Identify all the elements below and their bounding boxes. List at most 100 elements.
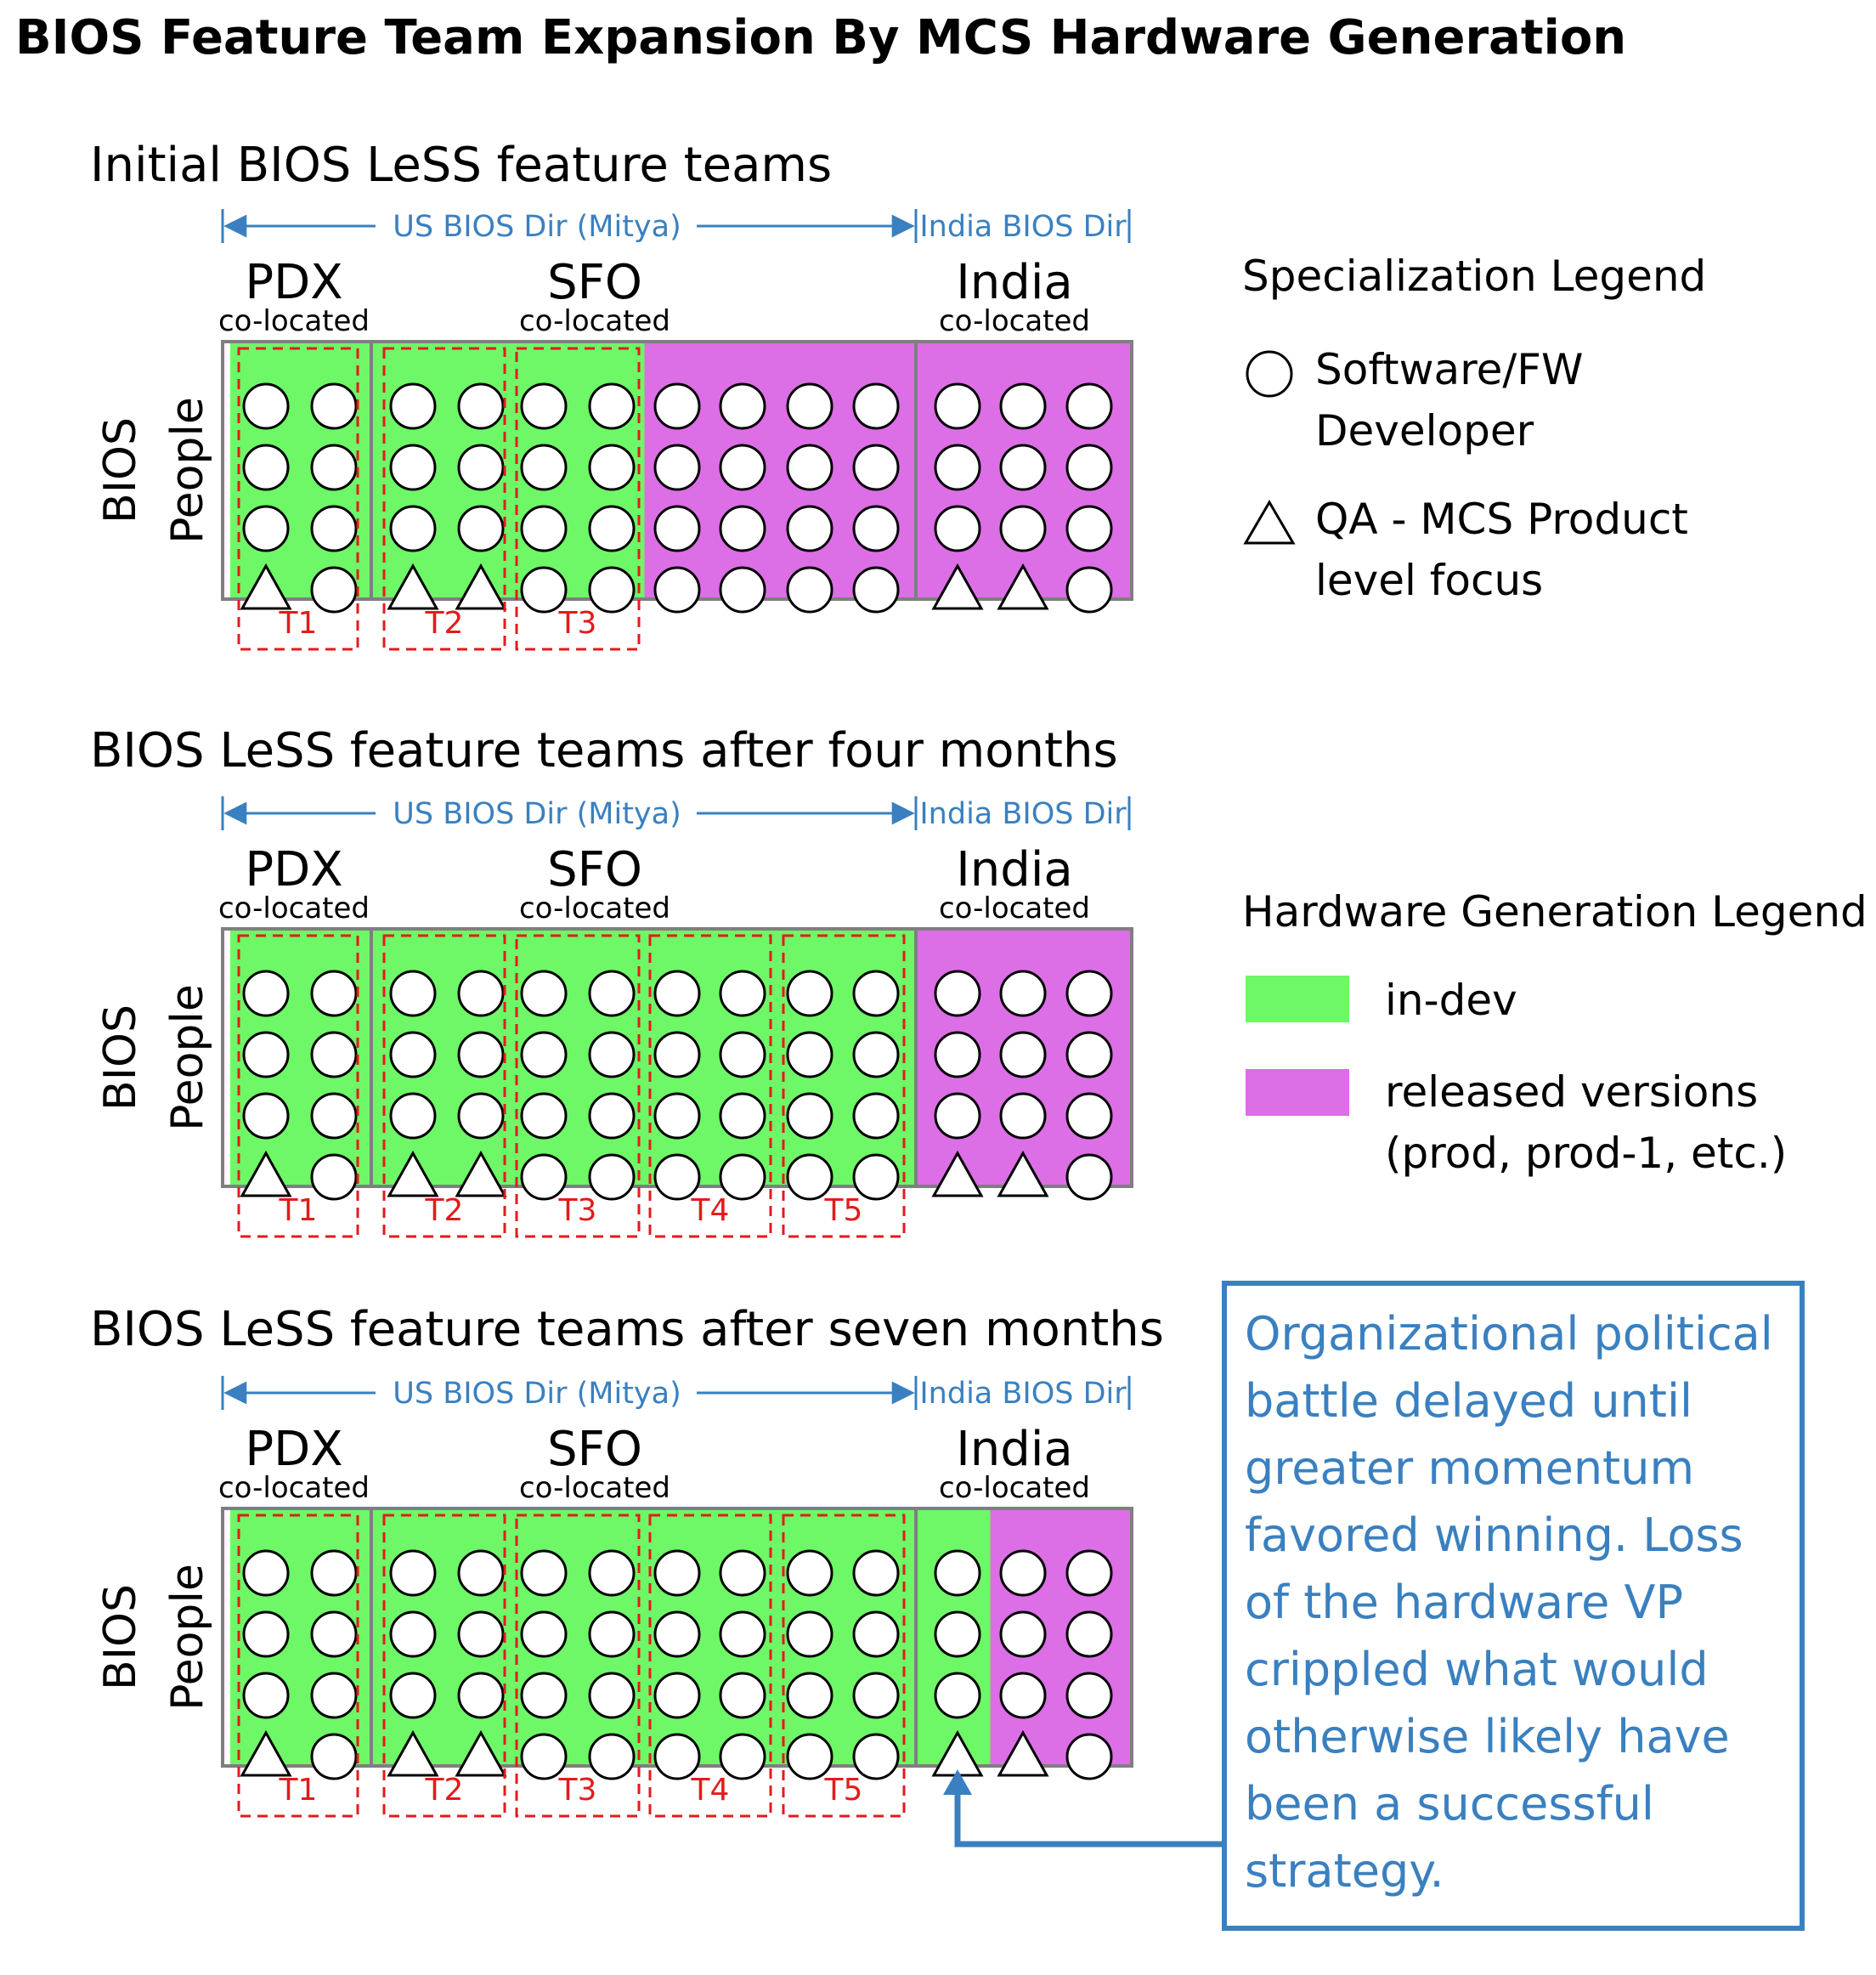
developer-icon [310, 444, 358, 491]
site-co-located: co-located [218, 1471, 370, 1505]
team-label: T4 [691, 1773, 730, 1808]
qa-icon [387, 563, 439, 610]
team-label: T2 [425, 606, 464, 641]
developer-icon [653, 382, 701, 430]
developer-icon [1065, 1610, 1113, 1658]
team-label: T2 [425, 1193, 464, 1228]
developer-icon [520, 1733, 568, 1780]
developer-icon [852, 566, 900, 614]
note-line: otherwise likely have [1245, 1710, 1730, 1763]
developer-icon [786, 1092, 833, 1140]
team-box [382, 934, 506, 1238]
developer-icon [786, 505, 833, 552]
panel-2: BIOS LeSS feature teams after four month… [90, 723, 1133, 1238]
developer-icon [520, 382, 568, 430]
note-line: battle delayed until [1245, 1374, 1692, 1428]
developer-icon [653, 566, 701, 614]
developer-icon [719, 1733, 766, 1780]
developer-icon [852, 1672, 900, 1719]
qa-icon [455, 1150, 507, 1197]
developer-icon [588, 1092, 636, 1140]
developer-legend-label-1: Software/FW [1315, 345, 1583, 394]
developer-icon [1065, 1092, 1113, 1140]
developer-icon [457, 505, 505, 552]
developer-icon [852, 1549, 900, 1597]
developer-icon [934, 970, 981, 1017]
developer-icon [1065, 1153, 1113, 1201]
team-box [648, 1514, 772, 1818]
india-director-label: India BIOS Dir [919, 1377, 1127, 1411]
developer-icon [520, 444, 568, 491]
team-box [648, 934, 772, 1238]
team-box [237, 1514, 359, 1818]
developer-icon [520, 505, 568, 552]
team-label: T5 [824, 1193, 863, 1228]
team-box [382, 1514, 506, 1818]
developer-icon [588, 1733, 636, 1780]
developer-icon [852, 1610, 900, 1658]
in-dev-legend-label: in-dev [1385, 976, 1517, 1025]
developer-legend-label-2: Developer [1315, 406, 1534, 456]
developer-icon [934, 1549, 981, 1597]
developer-icon [786, 1733, 833, 1780]
developer-icon [719, 1153, 766, 1201]
hardware-legend-title: Hardware Generation Legend [1242, 887, 1868, 937]
site-co-located: co-located [519, 304, 670, 338]
diagram-title: BIOS Feature Team Expansion By MCS Hardw… [15, 10, 1626, 65]
developer-icon [588, 1672, 636, 1719]
team-box [382, 347, 506, 651]
team-label: T3 [558, 1193, 597, 1228]
developer-icon [457, 1092, 505, 1140]
developer-icon [719, 444, 766, 491]
site-co-located: co-located [218, 304, 370, 338]
in-dev-swatch [1246, 976, 1349, 1022]
site-co-located: co-located [519, 1471, 670, 1505]
developer-icon [389, 1610, 437, 1658]
panel-title: BIOS LeSS feature teams after four month… [90, 723, 1118, 778]
developer-icon [653, 444, 701, 491]
team-label: T2 [425, 1773, 464, 1808]
specialization-legend-title: Specialization Legend [1242, 252, 1706, 301]
developer-icon [999, 1610, 1047, 1658]
developer-icon [786, 1153, 833, 1201]
qa-icon [997, 563, 1049, 610]
developer-icon [310, 970, 358, 1017]
note-line: favored winning. Loss [1245, 1508, 1743, 1562]
developer-icon [1065, 1672, 1113, 1719]
developer-icon [999, 1031, 1047, 1078]
qa-icon [997, 1150, 1049, 1197]
note-arrow-head [943, 1769, 972, 1795]
released-legend-label-2: (prod, prod-1, etc.) [1385, 1129, 1787, 1178]
site-name: SFO [547, 842, 642, 897]
developer-icon [1065, 566, 1113, 614]
developer-icon [588, 505, 636, 552]
developer-icon [242, 1610, 290, 1658]
developer-icon [653, 1031, 701, 1078]
developer-icon [242, 1672, 290, 1719]
developer-icon [389, 1092, 437, 1140]
developer-icon [588, 1031, 636, 1078]
developer-icon [934, 1031, 981, 1078]
developer-icon [719, 1549, 766, 1597]
qa-icon [931, 1150, 984, 1197]
developer-icon [457, 1549, 505, 1597]
developer-icon [852, 1092, 900, 1140]
developer-icon [520, 1549, 568, 1597]
developer-icon [934, 1672, 981, 1719]
developer-icon [719, 1610, 766, 1658]
developer-icon [520, 566, 568, 614]
developer-icon [719, 505, 766, 552]
qa-icon [455, 563, 507, 610]
developer-icon [389, 444, 437, 491]
team-label: T3 [558, 606, 597, 641]
developer-icon [520, 1672, 568, 1719]
developer-icon [786, 382, 833, 430]
developer-icon [719, 566, 766, 614]
qa-icon [240, 563, 292, 610]
released-swatch [1246, 1069, 1349, 1116]
note-line: of the hardware VP [1245, 1576, 1683, 1629]
developer-icon [999, 444, 1047, 491]
developer-icon [310, 1092, 358, 1140]
developer-icon [457, 382, 505, 430]
developer-icon [1065, 1733, 1113, 1780]
